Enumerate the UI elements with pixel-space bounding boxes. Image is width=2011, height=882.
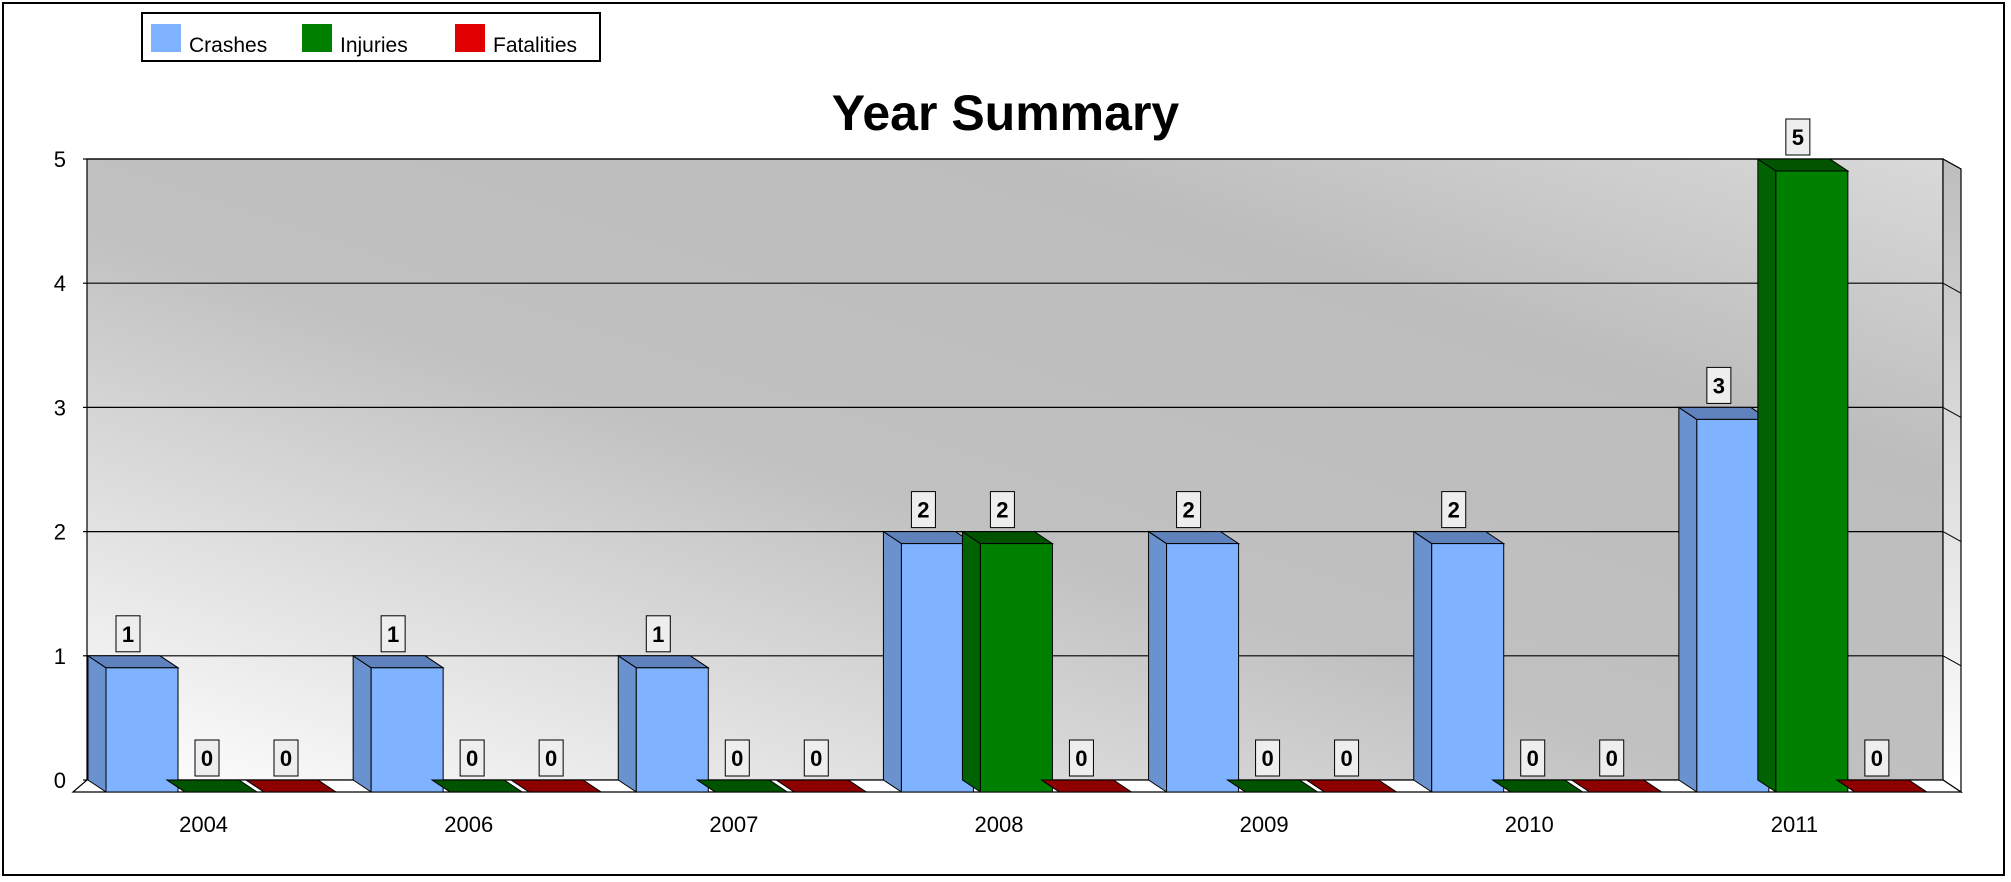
data-label: 0 (1075, 746, 1087, 771)
data-label-box (459, 739, 485, 777)
y-tick-label: 0 (54, 768, 66, 793)
data-label: 2 (1182, 498, 1194, 523)
data-label-box (538, 739, 564, 777)
legend-swatch-crashes (151, 24, 181, 52)
data-label: 0 (545, 746, 557, 771)
data-label-box (1176, 491, 1202, 529)
data-label-box (803, 739, 829, 777)
bar-top (774, 779, 868, 793)
data-label: 5 (1792, 125, 1804, 150)
data-label-box (989, 491, 1015, 529)
chart-title: Year Summary (831, 85, 1180, 141)
data-label-box (1864, 739, 1890, 777)
data-label: 1 (387, 622, 399, 647)
y-tick-label: 1 (54, 644, 66, 669)
x-tick-label: 2010 (1505, 812, 1554, 837)
y-tick-label: 2 (54, 520, 66, 545)
data-label: 0 (280, 746, 292, 771)
bar-crashes (1431, 543, 1505, 793)
data-label-box (1255, 739, 1281, 777)
bar-top (430, 779, 524, 793)
bar-side (1678, 406, 1698, 793)
data-label: 0 (1261, 746, 1273, 771)
bar-side (87, 654, 107, 793)
x-tick-label: 2004 (179, 812, 228, 837)
data-label-box (1785, 118, 1811, 156)
bar-top (695, 779, 789, 793)
data-label: 1 (652, 622, 664, 647)
data-label: 0 (731, 746, 743, 771)
x-tick-label: 2011 (1771, 812, 1818, 837)
legend-label: Crashes (189, 34, 268, 57)
bar-top (1570, 779, 1664, 793)
x-tick-label: 2009 (1240, 812, 1289, 837)
gridline-side (1942, 158, 1962, 170)
data-label: 0 (201, 746, 213, 771)
bar-side (1413, 530, 1433, 793)
data-label-box (194, 739, 220, 777)
data-label-box (1334, 739, 1360, 777)
bar-side (1757, 158, 1777, 793)
data-label: 2 (996, 498, 1008, 523)
bar-side (617, 654, 637, 793)
data-label-box (645, 615, 671, 653)
bar-top (1039, 779, 1134, 793)
data-label-box (380, 615, 406, 653)
bar-side (882, 530, 902, 793)
data-label: 0 (1871, 746, 1883, 771)
data-label: 0 (810, 746, 822, 771)
data-label: 0 (1340, 746, 1352, 771)
bar-side (1148, 530, 1168, 793)
data-label-box (1520, 739, 1546, 777)
data-label-box (1068, 739, 1094, 777)
data-label-box (1599, 739, 1625, 777)
data-label-box (1441, 491, 1467, 529)
data-label-box (910, 491, 936, 529)
bar-top (1491, 779, 1585, 793)
bar-top (1835, 779, 1929, 793)
bar-injuries (979, 543, 1053, 793)
bar-crashes (1166, 543, 1240, 793)
legend-label: Fatalities (493, 34, 578, 57)
bar-top (244, 779, 338, 793)
data-label-box (273, 739, 299, 777)
gridline-side (1942, 531, 1962, 543)
bar-crashes (635, 667, 709, 793)
data-label: 2 (917, 498, 929, 523)
data-label: 0 (466, 746, 478, 771)
gridline-side (1942, 282, 1962, 294)
gridline-side (1942, 406, 1962, 418)
data-label-box (115, 615, 141, 653)
data-label: 1 (122, 622, 134, 647)
bar-top (165, 779, 259, 793)
y-tick-label: 5 (54, 147, 66, 172)
bar-top (1304, 779, 1399, 793)
bar-crashes (370, 667, 444, 793)
x-tick-label: 2008 (975, 812, 1024, 837)
bar-side (961, 530, 981, 793)
legend-swatch-fatalities (455, 24, 485, 52)
y-tick-label: 3 (54, 395, 66, 420)
data-label: 0 (1527, 746, 1539, 771)
x-tick-label: 2006 (444, 812, 493, 837)
data-label-box (1706, 366, 1732, 404)
chart-legend: Crashes Injuries Fatalities (141, 12, 601, 62)
bar-side (352, 654, 372, 793)
data-label-box (724, 739, 750, 777)
side-wall (1942, 157, 1962, 794)
bar-crashes (900, 543, 974, 793)
bar-injuries (1775, 170, 1849, 793)
bar-crashes (105, 667, 179, 793)
data-label: 0 (1606, 746, 1618, 771)
bar-top (509, 779, 603, 793)
legend-label: Injuries (340, 34, 408, 57)
data-label: 2 (1448, 498, 1460, 523)
y-tick-label: 4 (54, 271, 66, 296)
legend-swatch-injuries (302, 24, 332, 52)
data-label: 3 (1713, 373, 1725, 398)
x-tick-label: 2007 (709, 812, 758, 837)
bar-top (1225, 779, 1320, 793)
gridline-side (1942, 655, 1962, 667)
